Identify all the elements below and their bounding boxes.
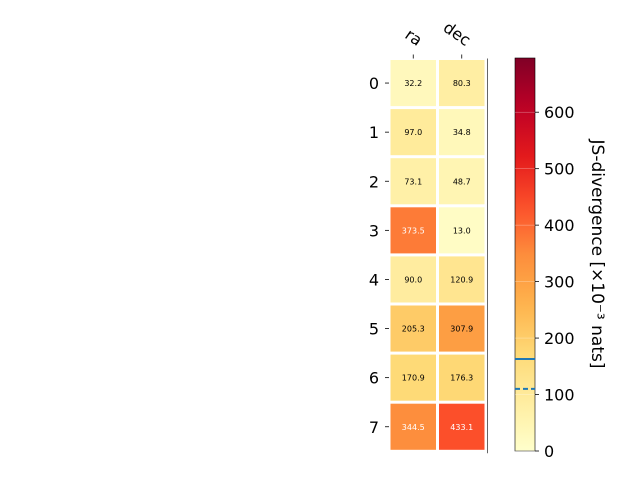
colorbar-tick-label: 300: [544, 273, 575, 292]
heatmap-cell: [390, 109, 436, 156]
row-label: 3: [369, 221, 379, 240]
heatmap-cell: [439, 256, 485, 303]
cell-value-label: 48.7: [453, 177, 471, 186]
heatmap: 32.2 80.3 97.0 34.8 73.1 48.7 373.5 13.0 90.0 120…: [390, 58, 488, 454]
cell-value-label: 73.1: [404, 177, 422, 186]
colorbar-tick-label: 200: [544, 329, 575, 348]
cell-value-label: 433.1: [450, 423, 473, 432]
column-label: ra: [402, 25, 426, 50]
cell-value-label: 373.5: [402, 226, 425, 235]
colorbar-tick-label: 500: [544, 160, 575, 179]
cell-value-label: 307.9: [450, 325, 473, 334]
heatmap-cell: [439, 109, 485, 156]
heatmap-cell: [390, 354, 436, 401]
cell-value-label: 120.9: [450, 275, 473, 284]
cell-value-label: 13.0: [453, 226, 471, 235]
heatmap-cell: [390, 60, 436, 107]
row-labels: 0 1 2 3 4 5 6 7: [369, 74, 389, 437]
row-label: 1: [369, 123, 379, 142]
cell-value-label: 90.0: [404, 275, 422, 284]
row-label: 7: [369, 418, 379, 437]
column-labels: ra dec: [402, 18, 474, 59]
heatmap-cell: [439, 60, 485, 107]
colorbar-tick-label: 100: [544, 386, 575, 405]
heatmap-cell: [390, 305, 436, 352]
heatmap-cell: [439, 403, 485, 450]
colorbar-gradient: [514, 57, 536, 452]
cell-value-label: 176.3: [450, 374, 473, 383]
heatmap-cell: [439, 354, 485, 401]
heatmap-cell: [439, 207, 485, 254]
cell-value-label: 170.9: [402, 374, 425, 383]
colorbar-tick-label: 0: [544, 442, 554, 461]
row-label: 2: [369, 172, 379, 191]
row-label: 5: [369, 320, 379, 339]
row-label: 0: [369, 74, 379, 93]
cell-value-label: 34.8: [453, 128, 471, 137]
heatmap-cell: [439, 158, 485, 205]
heatmap-cell: [390, 403, 436, 450]
cell-value-label: 344.5: [402, 423, 425, 432]
heatmap-cell: [390, 207, 436, 254]
row-label: 4: [369, 270, 379, 289]
heatmap-cell: [439, 305, 485, 352]
colorbar-tick-label: 400: [544, 216, 575, 235]
colorbar: 0 100 200 300 400 500 600: [514, 57, 575, 461]
cell-value-label: 32.2: [404, 79, 422, 88]
cell-value-label: 205.3: [402, 325, 425, 334]
colorbar-tick-label: 600: [544, 103, 575, 122]
heatmap-cell: [390, 256, 436, 303]
cell-value-label: 97.0: [404, 128, 422, 137]
row-label: 6: [369, 369, 379, 388]
heatmap-cell: [390, 158, 436, 205]
column-label: dec: [440, 18, 474, 50]
colorbar-label: JS-divergence [×10⁻³ nats]: [587, 139, 607, 369]
cell-value-label: 80.3: [453, 79, 471, 88]
